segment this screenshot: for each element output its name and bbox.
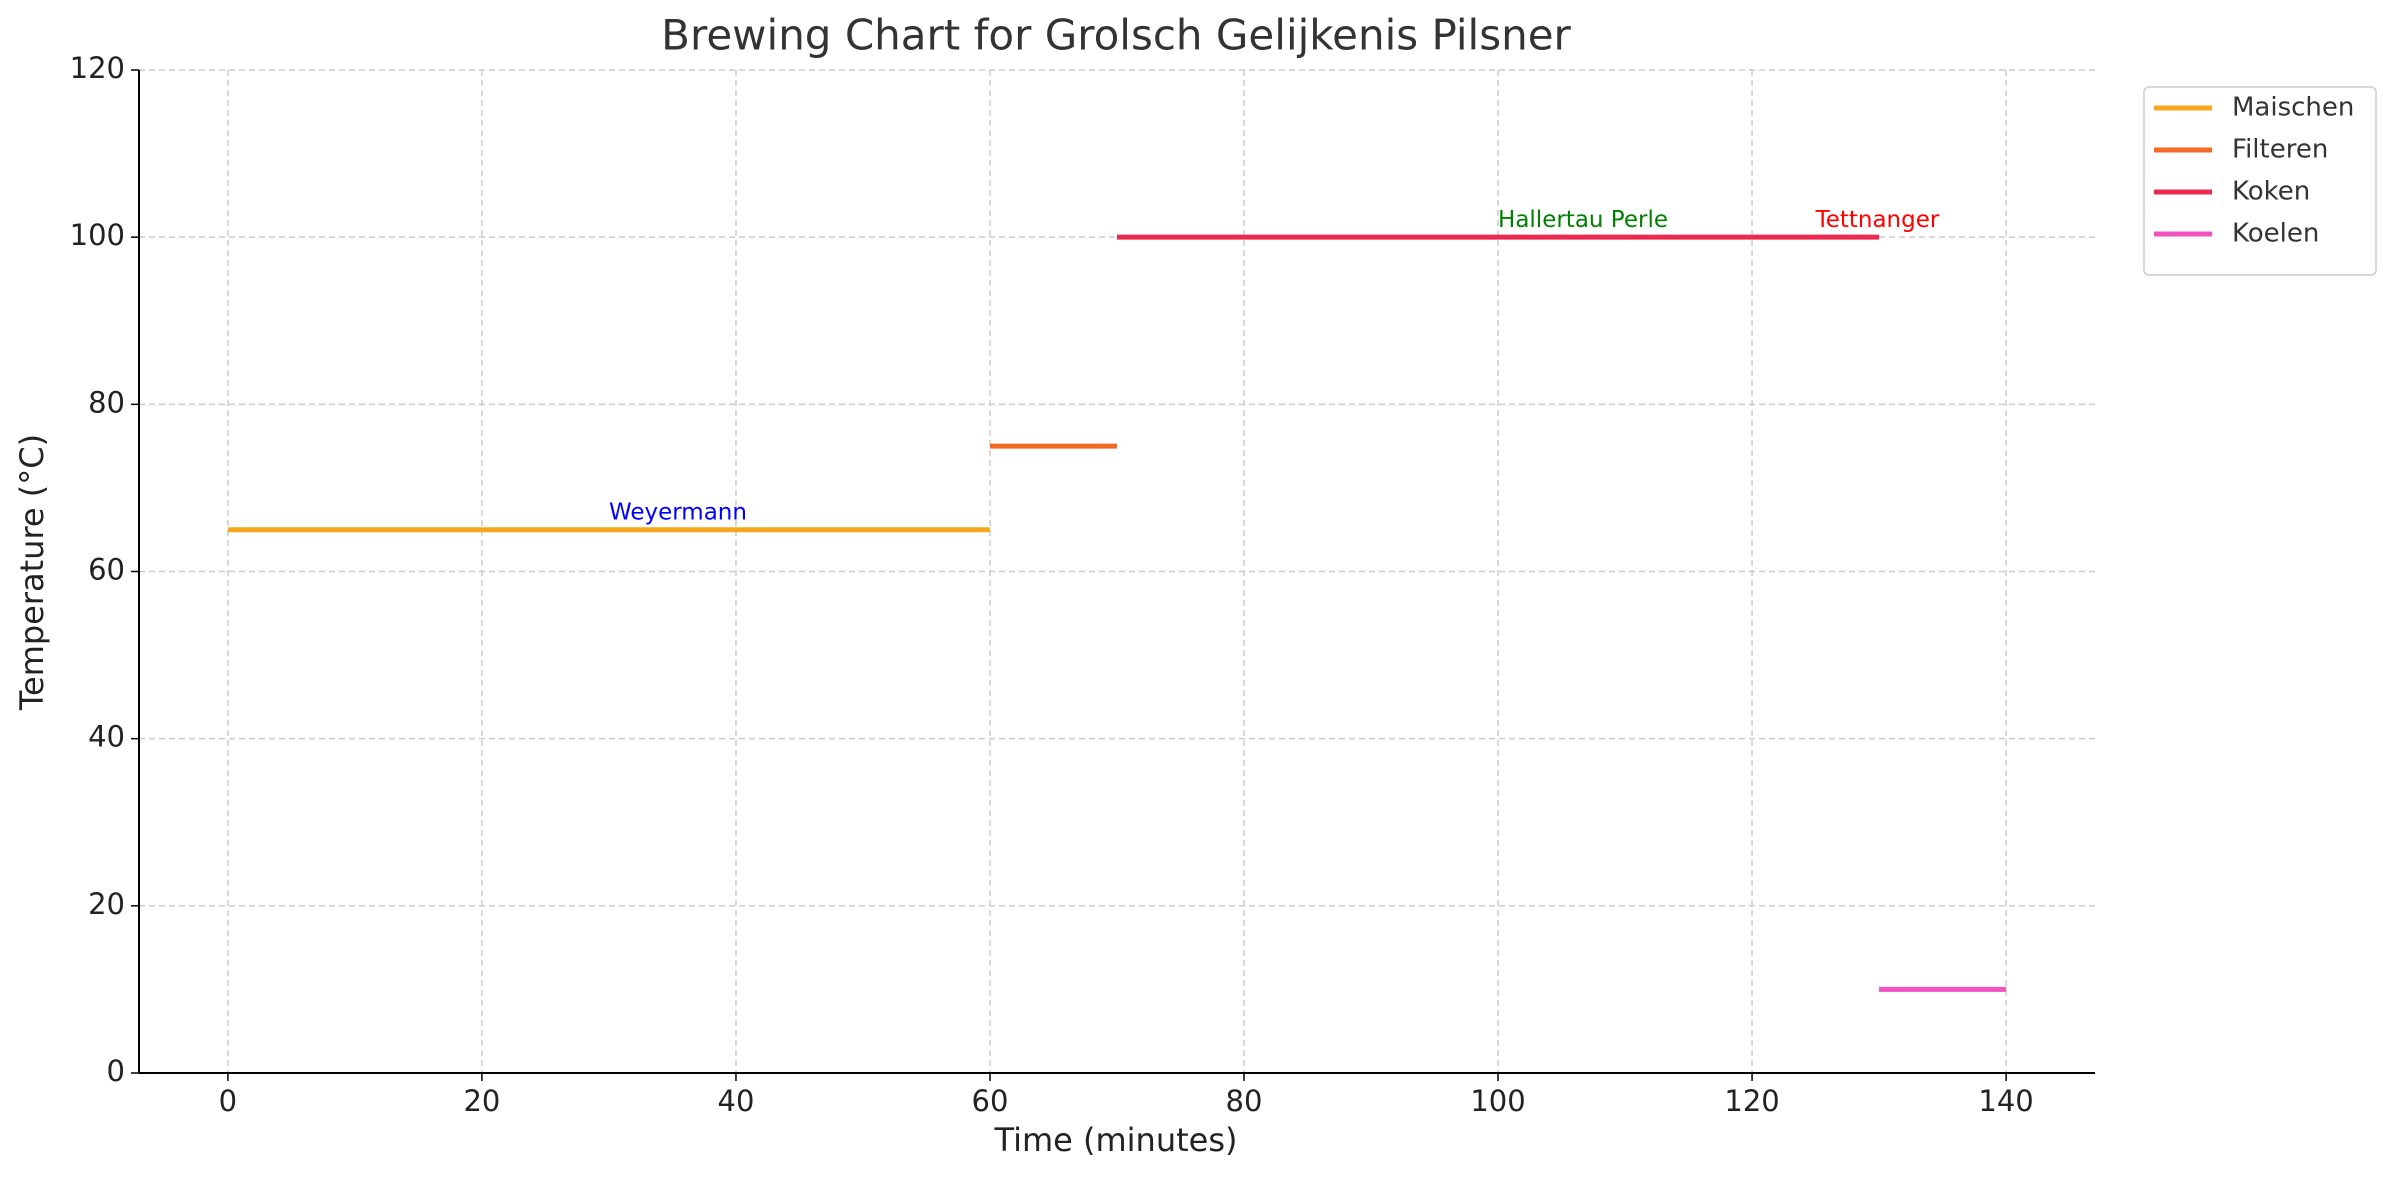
legend-label: Maischen — [2232, 93, 2354, 123]
x-tick-label: 40 — [718, 1084, 755, 1118]
annotation: Tettnanger — [1815, 207, 1940, 233]
x-tick-label: 140 — [1978, 1084, 2033, 1118]
chart-title: Brewing Chart for Grolsch Gelijkenis Pil… — [661, 11, 1571, 60]
x-axis-label: Time (minutes) — [994, 1121, 1238, 1159]
x-tick-label: 60 — [972, 1084, 1009, 1118]
x-tick-label: 100 — [1470, 1084, 1525, 1118]
x-tick-label: 80 — [1226, 1084, 1263, 1118]
annotation: Weyermann — [609, 499, 747, 525]
y-tick-label: 20 — [88, 887, 125, 921]
y-tick-label: 80 — [88, 385, 125, 419]
legend-label: Filteren — [2232, 135, 2328, 165]
y-tick-label: 120 — [70, 51, 125, 85]
legend-box — [2143, 86, 2377, 276]
y-axis-label: Temperature (°C) — [13, 434, 51, 711]
y-tick-label: 0 — [107, 1054, 125, 1088]
y-tick-label: 100 — [70, 218, 125, 252]
x-tick-label: 20 — [463, 1084, 500, 1118]
y-tick-label: 60 — [88, 553, 125, 587]
legend-label: Koken — [2232, 177, 2310, 207]
legend-label: Koelen — [2232, 219, 2319, 249]
y-tick-label: 40 — [88, 720, 125, 754]
annotation: Hallertau Perle — [1498, 207, 1668, 233]
x-tick-label: 0 — [219, 1084, 237, 1118]
x-tick-label: 120 — [1724, 1084, 1779, 1118]
